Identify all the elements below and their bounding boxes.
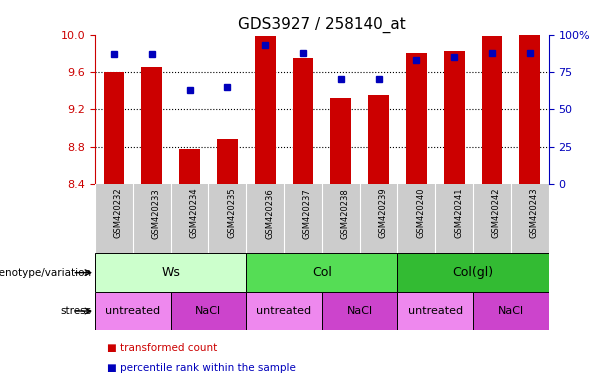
Bar xyxy=(330,98,351,184)
Bar xyxy=(170,292,246,330)
Text: ■ transformed count: ■ transformed count xyxy=(107,343,218,353)
Text: GSM420239: GSM420239 xyxy=(378,188,387,238)
Bar xyxy=(292,58,313,184)
Bar xyxy=(217,139,238,184)
Bar xyxy=(519,35,540,184)
Text: GSM420232: GSM420232 xyxy=(114,188,123,238)
Text: untreated: untreated xyxy=(256,306,311,316)
Text: ■ percentile rank within the sample: ■ percentile rank within the sample xyxy=(107,362,296,373)
Text: stress: stress xyxy=(61,306,92,316)
Text: untreated: untreated xyxy=(408,306,463,316)
Bar xyxy=(179,149,200,184)
Bar xyxy=(95,292,170,330)
Bar xyxy=(397,253,549,292)
Bar xyxy=(406,53,427,184)
Text: GSM420238: GSM420238 xyxy=(341,188,350,238)
Bar xyxy=(368,95,389,184)
Bar xyxy=(142,67,162,184)
Bar xyxy=(482,36,502,184)
Text: untreated: untreated xyxy=(105,306,161,316)
Text: GSM420240: GSM420240 xyxy=(416,188,425,238)
Bar xyxy=(95,253,246,292)
Text: GSM420234: GSM420234 xyxy=(189,188,199,238)
Bar xyxy=(246,292,322,330)
Text: genotype/variation: genotype/variation xyxy=(0,268,92,278)
Text: GSM420242: GSM420242 xyxy=(492,188,501,238)
Title: GDS3927 / 258140_at: GDS3927 / 258140_at xyxy=(238,17,406,33)
Bar xyxy=(473,292,549,330)
Bar xyxy=(444,51,465,184)
Text: GSM420235: GSM420235 xyxy=(227,188,237,238)
Text: NaCl: NaCl xyxy=(196,306,221,316)
Bar xyxy=(397,292,473,330)
Bar xyxy=(246,253,397,292)
Text: GSM420236: GSM420236 xyxy=(265,188,274,238)
Text: NaCl: NaCl xyxy=(498,306,524,316)
Text: GSM420233: GSM420233 xyxy=(151,188,161,238)
Text: GSM420241: GSM420241 xyxy=(454,188,463,238)
Bar xyxy=(104,72,124,184)
Text: GSM420243: GSM420243 xyxy=(530,188,539,238)
Text: GSM420237: GSM420237 xyxy=(303,188,312,238)
Text: Ws: Ws xyxy=(161,266,180,279)
Text: Col: Col xyxy=(312,266,332,279)
Bar xyxy=(255,36,275,184)
Bar xyxy=(322,292,397,330)
Text: NaCl: NaCl xyxy=(346,306,373,316)
Text: Col(gl): Col(gl) xyxy=(452,266,493,279)
